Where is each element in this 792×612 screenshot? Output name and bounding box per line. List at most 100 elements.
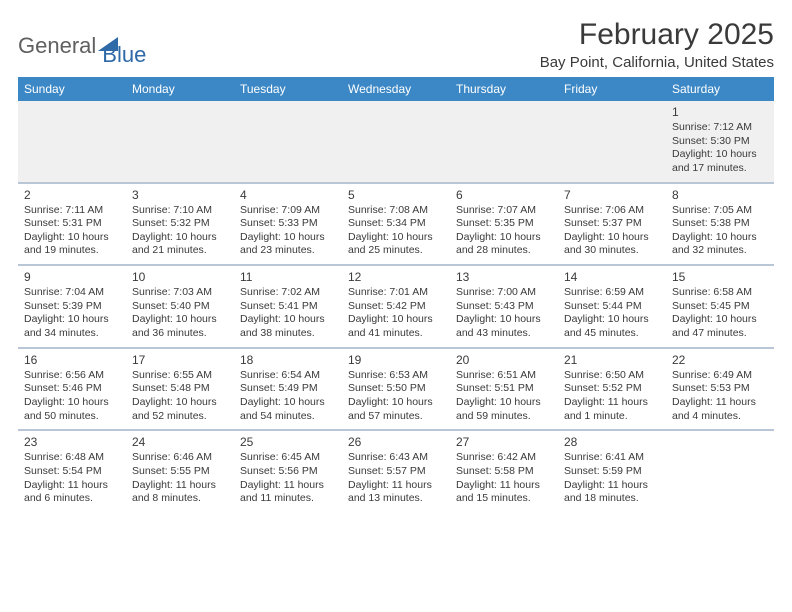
sunset-text: Sunset: 5:51 PM	[456, 382, 552, 396]
day-number: 15	[672, 270, 768, 284]
weekday-header: Thursday	[450, 77, 558, 101]
sunrise-text: Sunrise: 6:41 AM	[564, 451, 660, 465]
sunset-text: Sunset: 5:37 PM	[564, 217, 660, 231]
sunset-text: Sunset: 5:32 PM	[132, 217, 228, 231]
sunset-text: Sunset: 5:52 PM	[564, 382, 660, 396]
day-cell: 2Sunrise: 7:11 AMSunset: 5:31 PMDaylight…	[18, 184, 126, 265]
day-number: 1	[672, 105, 768, 119]
day-number: 13	[456, 270, 552, 284]
day-cell: 24Sunrise: 6:46 AMSunset: 5:55 PMDayligh…	[126, 431, 234, 512]
day-cell: 11Sunrise: 7:02 AMSunset: 5:41 PMDayligh…	[234, 266, 342, 347]
sunrise-text: Sunrise: 7:10 AM	[132, 204, 228, 218]
daylight-text: Daylight: 10 hours and 45 minutes.	[564, 313, 660, 340]
daylight-text: Daylight: 11 hours and 6 minutes.	[24, 479, 120, 506]
day-cell: 21Sunrise: 6:50 AMSunset: 5:52 PMDayligh…	[558, 349, 666, 430]
daylight-text: Daylight: 10 hours and 57 minutes.	[348, 396, 444, 423]
day-cell: 22Sunrise: 6:49 AMSunset: 5:53 PMDayligh…	[666, 349, 774, 430]
sunrise-text: Sunrise: 6:53 AM	[348, 369, 444, 383]
day-number: 14	[564, 270, 660, 284]
day-number: 16	[24, 353, 120, 367]
daylight-text: Daylight: 10 hours and 19 minutes.	[24, 231, 120, 258]
daylight-text: Daylight: 11 hours and 18 minutes.	[564, 479, 660, 506]
logo: General Blue	[18, 18, 146, 68]
day-cell: 7Sunrise: 7:06 AMSunset: 5:37 PMDaylight…	[558, 184, 666, 265]
day-cell: 17 Sunrise: 6:55 AMSunset: 5:48 PMDayligh…	[126, 349, 234, 430]
sunrise-text: Sunrise: 6:59 AM	[564, 286, 660, 300]
day-cell: 5Sunrise: 7:08 AMSunset: 5:34 PMDaylight…	[342, 184, 450, 265]
sunrise-text: Sunrise: 7:02 AM	[240, 286, 336, 300]
day-cell: 19Sunrise: 6:53 AMSunset: 5:50 PMDayligh…	[342, 349, 450, 430]
sunset-text: Sunset: 5:48 PM	[132, 382, 228, 396]
sunrise-text: Sunrise: 6:42 AM	[456, 451, 552, 465]
daylight-text: Daylight: 10 hours and 28 minutes.	[456, 231, 552, 258]
weekday-header: Saturday	[666, 77, 774, 101]
day-number: 9	[24, 270, 120, 284]
weekday-header: Wednesday	[342, 77, 450, 101]
daylight-text: Daylight: 11 hours and 11 minutes.	[240, 479, 336, 506]
daylight-text: Daylight: 10 hours and 34 minutes.	[24, 313, 120, 340]
day-number: 26	[348, 435, 444, 449]
day-number: 20	[456, 353, 552, 367]
daylight-text: Daylight: 10 hours and 52 minutes.	[132, 396, 228, 423]
logo-text-blue: Blue	[102, 42, 146, 68]
sunrise-text: Sunrise: 7:05 AM	[672, 204, 768, 218]
daylight-text: Daylight: 10 hours and 43 minutes.	[456, 313, 552, 340]
sunset-text: Sunset: 5:33 PM	[240, 217, 336, 231]
sunrise-text: Sunrise: 7:03 AM	[132, 286, 228, 300]
sunset-text: Sunset: 5:30 PM	[672, 135, 768, 149]
sunrise-text: Sunrise: 6:46 AM	[132, 451, 228, 465]
day-cell: 6Sunrise: 7:07 AMSunset: 5:35 PMDaylight…	[450, 184, 558, 265]
day-number: 22	[672, 353, 768, 367]
location-text: Bay Point, California, United States	[540, 54, 774, 71]
sunrise-text: Sunrise: 7:09 AM	[240, 204, 336, 218]
sunset-text: Sunset: 5:46 PM	[24, 382, 120, 396]
empty-cell	[18, 101, 126, 182]
day-cell: 25Sunrise: 6:45 AMSunset: 5:56 PMDayligh…	[234, 431, 342, 512]
sunset-text: Sunset: 5:59 PM	[564, 465, 660, 479]
daylight-text: Daylight: 11 hours and 4 minutes.	[672, 396, 768, 423]
sunset-text: Sunset: 5:44 PM	[564, 300, 660, 314]
sunset-text: Sunset: 5:45 PM	[672, 300, 768, 314]
sunrise-text: Sunrise: 6:50 AM	[564, 369, 660, 383]
daylight-text: Daylight: 10 hours and 47 minutes.	[672, 313, 768, 340]
sunrise-text: Sunrise: 6:51 AM	[456, 369, 552, 383]
daylight-text: Daylight: 10 hours and 30 minutes.	[564, 231, 660, 258]
weekday-header: Monday	[126, 77, 234, 101]
sunrise-text: Sunrise: 6:58 AM	[672, 286, 768, 300]
day-cell: 12Sunrise: 7:01 AMSunset: 5:42 PMDayligh…	[342, 266, 450, 347]
sunrise-text: Sunrise: 7:04 AM	[24, 286, 120, 300]
sunrise-text: Sunrise: 6:54 AM	[240, 369, 336, 383]
month-title: February 2025	[540, 18, 774, 52]
sunset-text: Sunset: 5:35 PM	[456, 217, 552, 231]
day-number: 2	[24, 188, 120, 202]
sunrise-text: Sunrise: 6:43 AM	[348, 451, 444, 465]
empty-cell	[342, 101, 450, 182]
day-number: 17	[132, 353, 228, 367]
day-cell: 3Sunrise: 7:10 AMSunset: 5:32 PMDaylight…	[126, 184, 234, 265]
day-cell: 27Sunrise: 6:42 AMSunset: 5:58 PMDayligh…	[450, 431, 558, 512]
day-cell: 4Sunrise: 7:09 AMSunset: 5:33 PMDaylight…	[234, 184, 342, 265]
sunrise-text: Sunrise: 6:55 AM	[132, 369, 228, 383]
sunset-text: Sunset: 5:34 PM	[348, 217, 444, 231]
sunrise-text: Sunrise: 7:06 AM	[564, 204, 660, 218]
sunrise-text: Sunrise: 7:01 AM	[348, 286, 444, 300]
daylight-text: Daylight: 10 hours and 32 minutes.	[672, 231, 768, 258]
day-number: 3	[132, 188, 228, 202]
day-cell: 20Sunrise: 6:51 AMSunset: 5:51 PMDayligh…	[450, 349, 558, 430]
logo-text-general: General	[18, 33, 96, 59]
sunset-text: Sunset: 5:55 PM	[132, 465, 228, 479]
sunset-text: Sunset: 5:31 PM	[24, 217, 120, 231]
empty-cell	[666, 431, 774, 512]
daylight-text: Daylight: 10 hours and 38 minutes.	[240, 313, 336, 340]
empty-cell	[450, 101, 558, 182]
day-cell: 1Sunrise: 7:12 AMSunset: 5:30 PMDaylight…	[666, 101, 774, 182]
day-cell: 14 Sunrise: 6:59 AMSunset: 5:44 PMDayligh…	[558, 266, 666, 347]
empty-cell	[126, 101, 234, 182]
sunset-text: Sunset: 5:43 PM	[456, 300, 552, 314]
sunset-text: Sunset: 5:41 PM	[240, 300, 336, 314]
day-number: 23	[24, 435, 120, 449]
sunrise-text: Sunrise: 7:00 AM	[456, 286, 552, 300]
day-number: 18	[240, 353, 336, 367]
sunset-text: Sunset: 5:42 PM	[348, 300, 444, 314]
daylight-text: Daylight: 10 hours and 23 minutes.	[240, 231, 336, 258]
